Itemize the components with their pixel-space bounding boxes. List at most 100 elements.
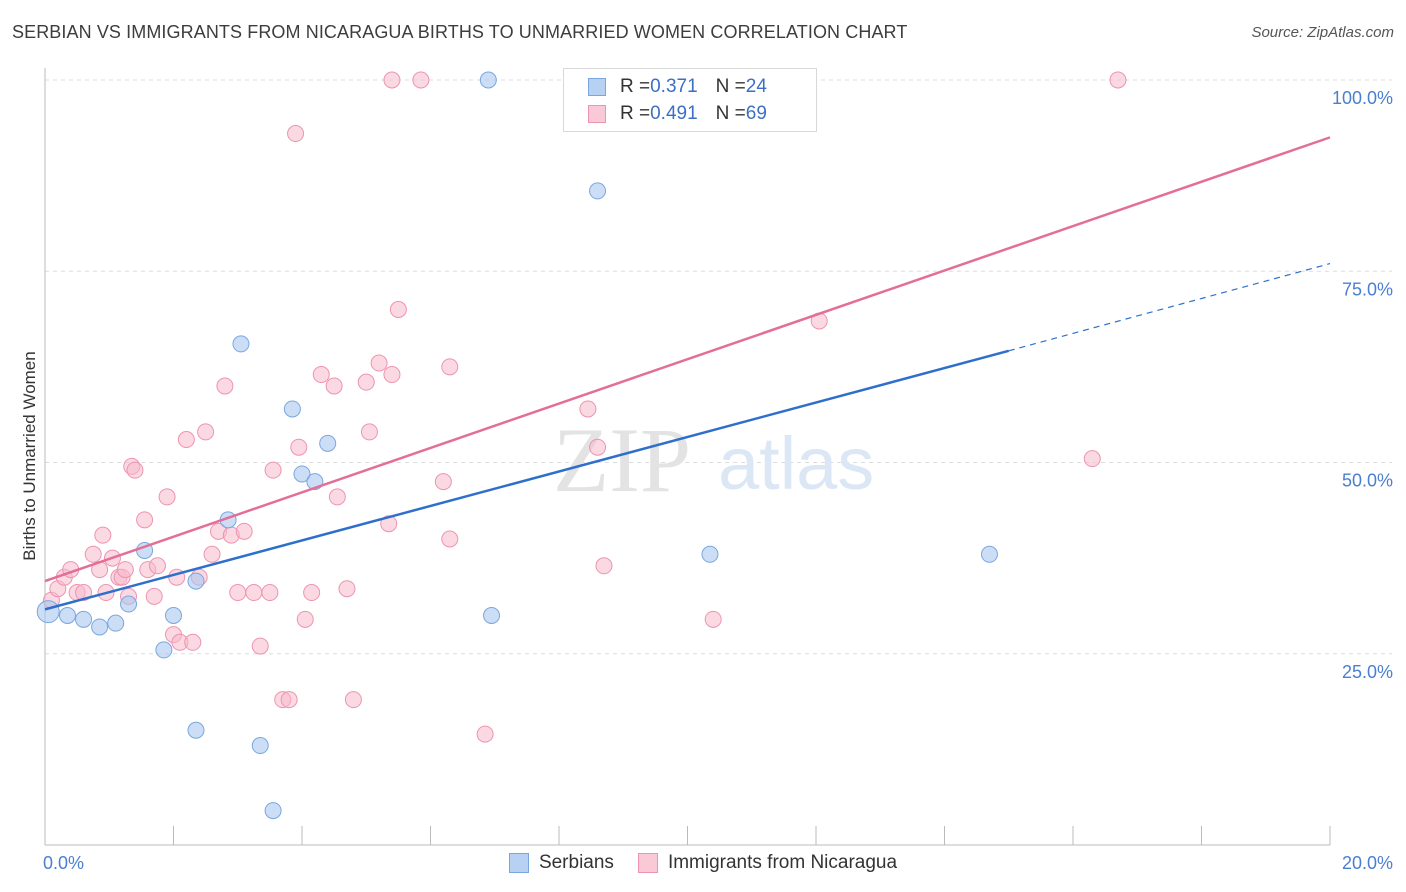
serbians-swatch	[588, 78, 606, 96]
data-point-serbians	[232, 335, 250, 353]
data-point-nicaragua	[280, 691, 298, 709]
data-point-nicaragua	[370, 354, 388, 372]
data-point-nicaragua	[245, 584, 263, 602]
data-point-nicaragua	[148, 557, 166, 575]
data-point-serbians	[980, 545, 998, 563]
data-point-nicaragua	[476, 725, 494, 743]
y-tick-label: 100.0%	[1332, 88, 1393, 108]
nicaragua-legend-swatch	[637, 853, 658, 873]
trend-line-nicaragua	[44, 136, 1331, 583]
data-point-nicaragua	[126, 461, 144, 479]
data-point-nicaragua	[434, 473, 452, 491]
data-point-nicaragua	[145, 587, 163, 605]
data-point-nicaragua	[704, 610, 722, 628]
data-point-nicaragua	[136, 511, 154, 529]
data-point-nicaragua	[328, 488, 346, 506]
data-point-serbians	[155, 641, 173, 659]
data-point-nicaragua	[75, 584, 93, 602]
data-point-serbians	[319, 434, 337, 452]
trend-line-serbians	[44, 349, 1010, 611]
serbians-legend-swatch	[508, 853, 529, 873]
data-point-serbians	[75, 610, 93, 628]
data-point-nicaragua	[389, 301, 407, 318]
trend-lines	[44, 136, 1331, 611]
data-point-serbians	[589, 182, 607, 200]
n-label: N =	[715, 76, 746, 97]
data-point-nicaragua	[579, 400, 597, 418]
data-point-nicaragua	[184, 633, 202, 651]
data-point-nicaragua	[589, 438, 607, 456]
data-point-nicaragua	[303, 584, 321, 602]
data-point-nicaragua	[216, 377, 234, 395]
r-value: 0.371	[650, 76, 698, 97]
legend-row-serbians: R = 0.371 N = 24	[588, 75, 767, 99]
data-point-serbians	[91, 618, 109, 636]
legend-item-serbians[interactable]: Serbians	[508, 852, 614, 874]
trend-line-serbians-extension	[1008, 263, 1331, 352]
y-tick-label: 50.0%	[1342, 471, 1393, 491]
data-point-serbians	[251, 737, 269, 755]
data-point-nicaragua	[312, 366, 330, 384]
data-point-serbians	[165, 607, 182, 624]
x-tick-label: 20.0%	[1342, 853, 1393, 873]
data-point-nicaragua	[158, 488, 176, 506]
legend-item-nicaragua[interactable]: Immigrants from Nicaragua	[637, 852, 898, 874]
data-point-nicaragua	[441, 530, 459, 548]
data-point-serbians	[264, 802, 282, 820]
data-point-serbians	[58, 607, 76, 624]
tick-labels-layer: 25.0% 50.0% 75.0% 100.0% 0.0% 20.0%	[43, 88, 1393, 873]
r-value: 0.491	[650, 103, 698, 124]
nicaragua-swatch	[588, 105, 606, 123]
data-point-nicaragua	[116, 561, 134, 579]
data-point-nicaragua	[197, 423, 215, 441]
data-point-nicaragua	[203, 545, 221, 563]
axes-layer	[44, 68, 1331, 846]
data-point-nicaragua	[325, 377, 343, 395]
data-point-nicaragua	[412, 71, 430, 89]
data-point-nicaragua	[338, 580, 356, 598]
data-point-nicaragua	[595, 557, 613, 575]
source-note: Source: ZipAtlas.com	[1251, 24, 1394, 41]
data-point-nicaragua	[296, 610, 314, 628]
data-point-nicaragua	[235, 522, 253, 540]
x-tick-label: 0.0%	[43, 853, 84, 873]
data-point-nicaragua	[177, 431, 195, 449]
data-point-nicaragua	[251, 637, 269, 655]
data-point-serbians	[107, 614, 125, 632]
data-point-nicaragua	[1083, 450, 1101, 468]
points-nicaragua	[42, 71, 1127, 743]
data-point-nicaragua	[441, 358, 459, 376]
n-value: 69	[745, 103, 767, 124]
watermark-zip: ZIP	[553, 409, 691, 511]
nicaragua-legend-label: Immigrants from Nicaragua	[667, 852, 898, 873]
data-point-serbians	[187, 572, 205, 590]
watermark-atlas: atlas	[718, 422, 874, 505]
n-label: N =	[715, 103, 746, 124]
r-label: R =	[620, 103, 651, 124]
data-point-nicaragua	[84, 545, 102, 563]
stats-legend: R = 0.371 N = 24 R = 0.491 N = 69	[563, 68, 817, 132]
series-legend: Serbians Immigrants from Nicaragua	[0, 852, 1406, 874]
data-point-serbians	[483, 607, 501, 624]
data-point-nicaragua	[290, 438, 308, 456]
data-point-serbians	[701, 545, 719, 563]
y-tick-label: 25.0%	[1342, 662, 1393, 682]
data-point-nicaragua	[1109, 71, 1127, 89]
data-point-serbians	[293, 465, 311, 483]
chart-title: SERBIAN VS IMMIGRANTS FROM NICARAGUA BIR…	[12, 22, 908, 42]
r-label: R =	[620, 76, 651, 97]
legend-row-nicaragua: R = 0.491 N = 69	[588, 102, 767, 126]
data-point-nicaragua	[229, 584, 247, 602]
grid-layer	[45, 79, 1392, 655]
data-point-nicaragua	[344, 691, 362, 709]
data-point-serbians	[120, 595, 138, 613]
data-point-nicaragua	[287, 125, 305, 143]
serbians-legend-label: Serbians	[538, 852, 614, 873]
y-axis-label: Births to Unmarried Women	[20, 351, 39, 560]
data-point-nicaragua	[383, 71, 401, 89]
data-point-nicaragua	[94, 526, 112, 544]
n-value: 24	[745, 76, 767, 97]
data-point-nicaragua	[261, 584, 279, 602]
data-point-nicaragua	[357, 373, 375, 391]
